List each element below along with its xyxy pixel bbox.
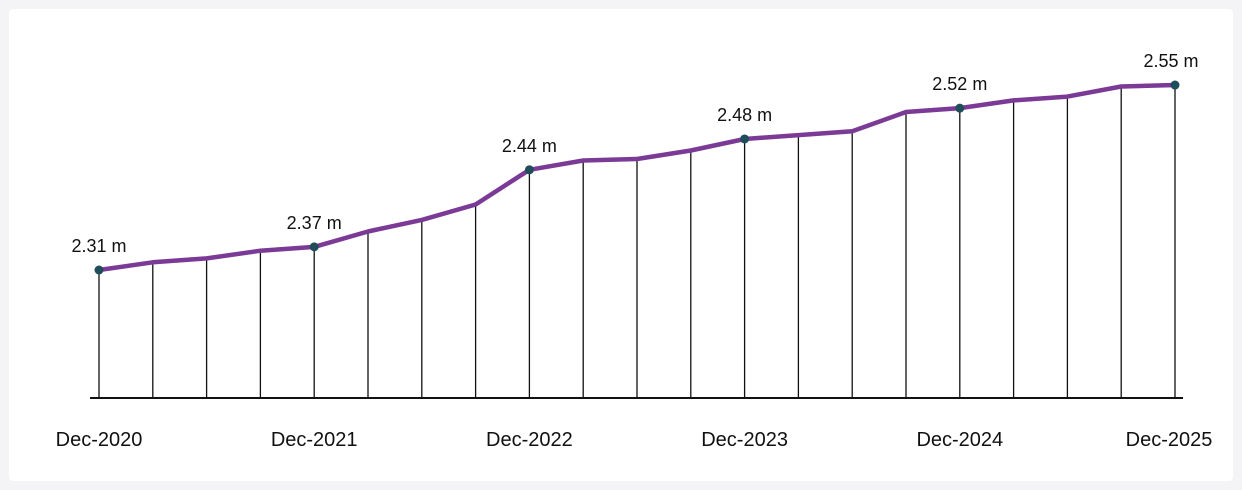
drop-lines (98, 85, 1176, 398)
data-point (94, 265, 104, 275)
data-label: 2.55 m (1143, 51, 1198, 71)
data-point (309, 242, 319, 252)
data-label: 2.31 m (71, 236, 126, 256)
data-point (1170, 80, 1180, 90)
x-tick-label: Dec-2024 (916, 429, 1003, 451)
x-tick-label: Dec-2025 (1126, 429, 1213, 451)
data-labels: 2.31 m 2.37 m 2.44 m 2.48 m 2.52 m 2.55 m (71, 51, 1198, 256)
series-line (98, 82, 1176, 273)
data-point (955, 103, 965, 113)
x-tick-label: Dec-2023 (701, 429, 788, 451)
x-tick-labels: Dec-2020 Dec-2021 Dec-2022 Dec-2023 Dec-2024… (56, 429, 1213, 451)
point-markers (94, 80, 1180, 275)
data-label: 2.48 m (717, 105, 772, 125)
data-point (740, 134, 750, 144)
x-tick-label: Dec-2022 (486, 429, 573, 451)
data-point (524, 165, 534, 175)
chart-panel (9, 9, 1233, 481)
data-label: 2.44 m (502, 136, 557, 156)
data-label: 2.37 m (287, 213, 342, 233)
x-tick-label: Dec-2021 (271, 429, 358, 451)
x-tick-label: Dec-2020 (56, 429, 143, 451)
data-label: 2.52 m (932, 74, 987, 94)
